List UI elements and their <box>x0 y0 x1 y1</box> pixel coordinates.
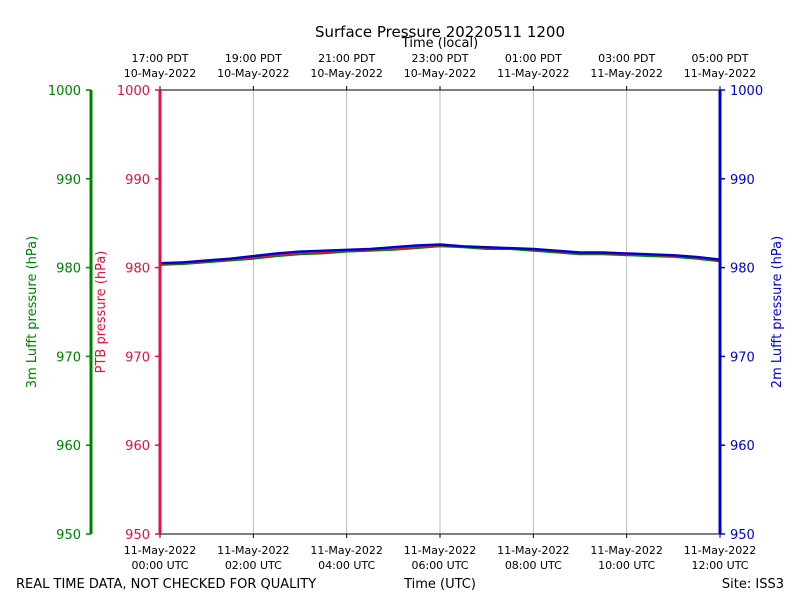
green-axis-label: 3m Lufft pressure (hPa) <box>25 236 40 388</box>
green-y-tick-label: 990 <box>56 173 81 188</box>
bottom-tick-label-time: 06:00 UTC <box>411 559 468 572</box>
blue-y-tick-label: 980 <box>730 262 755 277</box>
bottom-tick-label-time: 12:00 UTC <box>691 559 748 572</box>
red-y-tick-label: 950 <box>125 528 150 543</box>
bottom-tick-label-date: 11-May-2022 <box>590 544 662 557</box>
quality-disclaimer: REAL TIME DATA, NOT CHECKED FOR QUALITY <box>16 577 316 592</box>
top-tick-label-date: 10-May-2022 <box>124 67 196 80</box>
top-tick-label-time: 05:00 PDT <box>691 52 748 65</box>
top-tick-label-time: 01:00 PDT <box>505 52 562 65</box>
bottom-tick-label-date: 11-May-2022 <box>684 544 756 557</box>
blue-y-tick-label: 950 <box>730 528 755 543</box>
red-y-tick-label: 990 <box>125 173 150 188</box>
series-line-3m-lufft-pressure <box>159 245 721 266</box>
blue-y-tick-label: 970 <box>730 350 755 365</box>
bottom-tick-label-date: 11-May-2022 <box>497 544 569 557</box>
red-y-tick-label: 980 <box>125 262 150 277</box>
bottom-tick-label-date: 11-May-2022 <box>124 544 196 557</box>
blue-y-tick-label: 1000 <box>730 84 763 99</box>
top-tick-label-date: 10-May-2022 <box>217 67 289 80</box>
blue-y-tick-label: 990 <box>730 173 755 188</box>
bottom-tick-label-time: 10:00 UTC <box>598 559 655 572</box>
red-axis-label: PTB pressure (hPa) <box>94 251 109 374</box>
grid <box>252 90 628 534</box>
green-y-tick-label: 950 <box>56 528 81 543</box>
series-line-2m-lufft-pressure <box>159 243 721 265</box>
bottom-tick-label-time: 02:00 UTC <box>225 559 282 572</box>
axis-ticks: 11-May-2022 00:00 UTC 11-May-2022 02:00 UTC… <box>48 52 763 572</box>
red-y-tick-label: 1000 <box>117 84 150 99</box>
top-tick-label-date: 10-May-2022 <box>404 67 476 80</box>
bottom-axis-label: Time (UTC) <box>403 577 476 592</box>
top-tick-label-date: 11-May-2022 <box>684 67 756 80</box>
bottom-tick-label-time: 00:00 UTC <box>131 559 188 572</box>
top-tick-label-time: 03:00 PDT <box>598 52 655 65</box>
green-y-tick-label: 970 <box>56 350 81 365</box>
green-y-tick-label: 960 <box>56 439 81 454</box>
bottom-tick-label-date: 11-May-2022 <box>217 544 289 557</box>
top-axis-label: Time (local) <box>401 36 478 51</box>
top-tick-label-time: 17:00 PDT <box>131 52 188 65</box>
blue-axis-label: 2m Lufft pressure (hPa) <box>770 236 785 388</box>
green-y-tick-label: 980 <box>56 262 81 277</box>
bottom-tick-label-date: 11-May-2022 <box>404 544 476 557</box>
top-tick-label-time: 19:00 PDT <box>225 52 282 65</box>
red-y-tick-label: 960 <box>125 439 150 454</box>
red-y-tick-label: 970 <box>125 350 150 365</box>
green-y-tick-label: 1000 <box>48 84 81 99</box>
chart-title: Surface Pressure 20220511 1200 <box>315 23 565 41</box>
blue-y-tick-label: 960 <box>730 439 755 454</box>
bottom-tick-label-time: 04:00 UTC <box>318 559 375 572</box>
bottom-tick-label-time: 08:00 UTC <box>505 559 562 572</box>
top-tick-label-date: 10-May-2022 <box>310 67 382 80</box>
top-tick-label-time: 21:00 PDT <box>318 52 375 65</box>
bottom-tick-label-date: 11-May-2022 <box>310 544 382 557</box>
site-label: Site: ISS3 <box>722 577 784 592</box>
series-lines <box>159 243 721 266</box>
top-tick-label-date: 11-May-2022 <box>590 67 662 80</box>
top-tick-label-time: 23:00 PDT <box>411 52 468 65</box>
top-tick-label-date: 11-May-2022 <box>497 67 569 80</box>
